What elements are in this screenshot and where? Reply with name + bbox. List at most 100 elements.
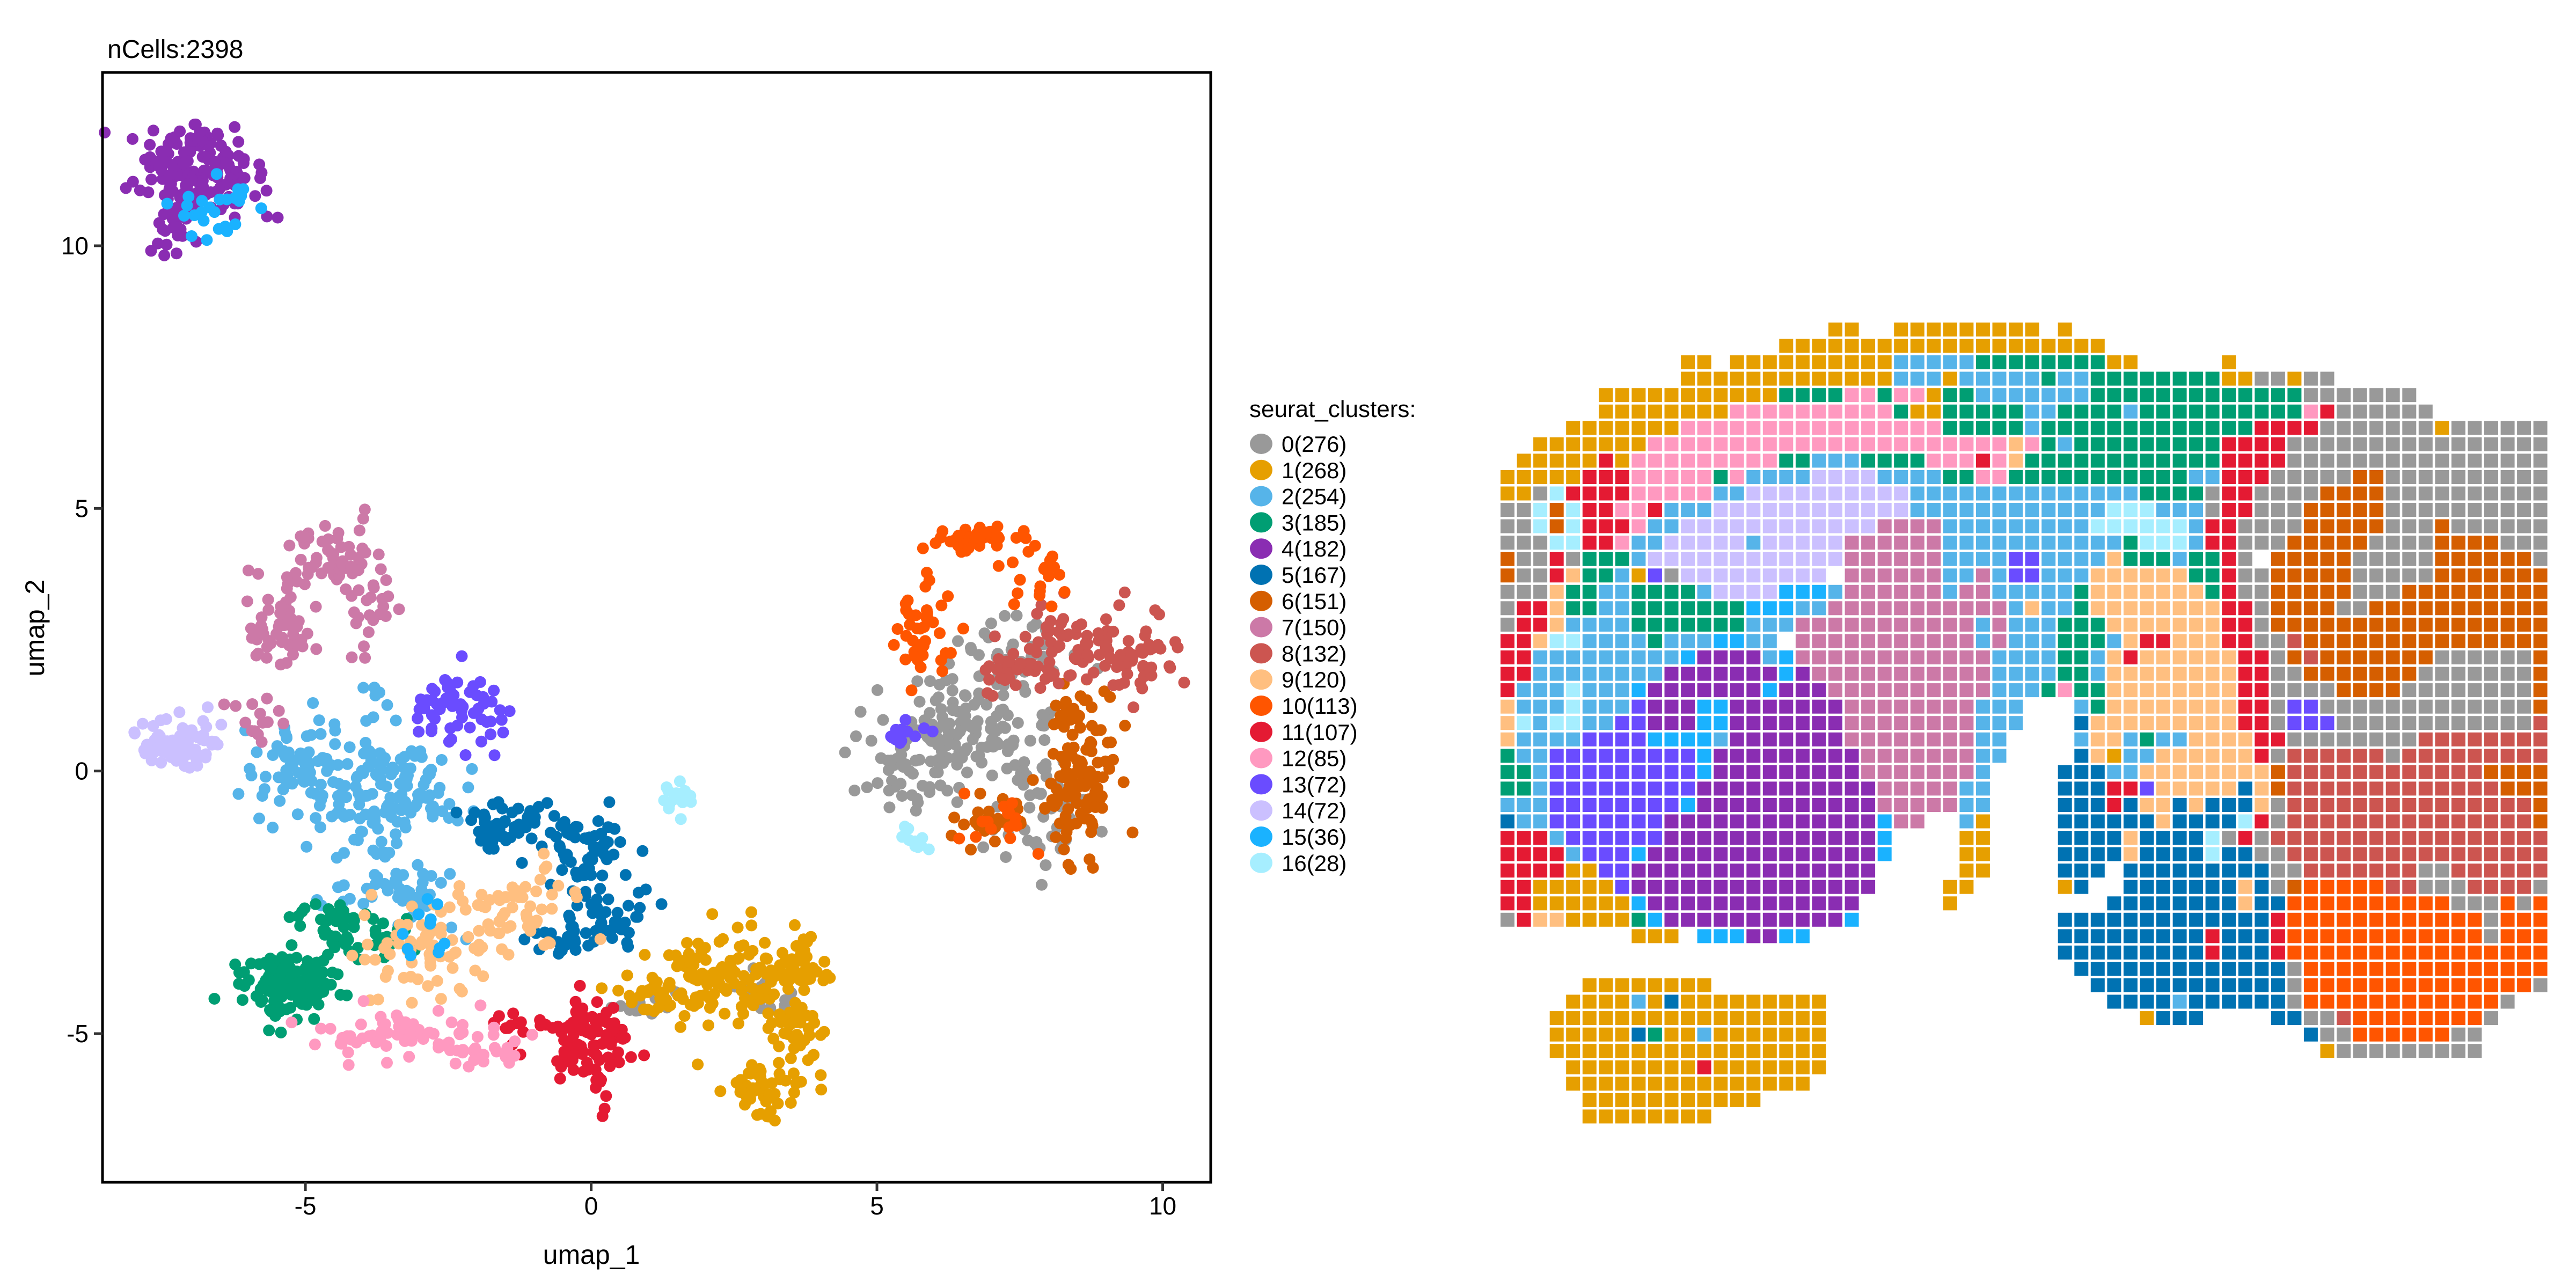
spot-cluster-0 — [1664, 568, 1679, 583]
point-cluster-2 — [375, 778, 387, 791]
spot-cluster-4 — [1746, 847, 1761, 861]
spot-cluster-10 — [2303, 912, 2318, 927]
point-cluster-1 — [798, 984, 810, 996]
point-cluster-6 — [1107, 753, 1119, 766]
spot-cluster-3 — [2189, 568, 2204, 583]
point-cluster-5 — [586, 852, 598, 864]
spot-cluster-11 — [2271, 437, 2285, 451]
point-cluster-2 — [411, 799, 422, 810]
spot-cluster-1 — [1943, 371, 1957, 386]
spot-cluster-3 — [1599, 552, 1613, 566]
spot-cluster-7 — [1959, 765, 1974, 779]
point-cluster-12 — [375, 1026, 387, 1038]
spot-cluster-1 — [1549, 1027, 1564, 1042]
spot-cluster-3 — [2140, 404, 2154, 419]
spot-cluster-2 — [2074, 486, 2089, 501]
spot-cluster-1 — [1927, 388, 1941, 402]
spot-cluster-5 — [2189, 847, 2204, 861]
point-cluster-4 — [272, 211, 284, 224]
point-cluster-5 — [559, 853, 572, 865]
spot-cluster-6 — [2369, 667, 2384, 681]
spot-cluster-8 — [2500, 814, 2515, 829]
point-cluster-7 — [281, 657, 293, 669]
point-cluster-4 — [145, 245, 157, 257]
point-cluster-9 — [435, 921, 447, 934]
spot-cluster-9 — [2205, 601, 2220, 616]
spot-cluster-2 — [1599, 699, 1613, 714]
spot-cluster-7 — [1894, 716, 1908, 730]
spot-cluster-13 — [1582, 781, 1597, 796]
spot-cluster-6 — [2320, 503, 2334, 517]
spot-cluster-15 — [1877, 814, 1892, 829]
spot-cluster-4 — [1762, 798, 1777, 812]
spot-cluster-0 — [2385, 716, 2400, 730]
point-cluster-9 — [406, 997, 418, 1009]
spot-cluster-6 — [2451, 536, 2465, 550]
spot-cluster-7 — [1927, 667, 1941, 681]
point-cluster-13 — [413, 703, 426, 715]
spot-cluster-5 — [2222, 847, 2236, 861]
spot-cluster-2 — [1927, 470, 1941, 484]
spot-cluster-9 — [2107, 667, 2121, 681]
spot-cluster-6 — [1501, 552, 1514, 566]
point-cluster-6 — [1117, 776, 1130, 788]
spot-cluster-11 — [1517, 617, 1531, 632]
spot-cluster-1 — [1615, 437, 1629, 451]
spot-cluster-11 — [2205, 945, 2220, 960]
spot-cluster-8 — [2451, 749, 2465, 763]
spot-cluster-9 — [2205, 732, 2220, 747]
legend-key-5 — [1250, 565, 1272, 585]
spot-cluster-5 — [2123, 962, 2138, 976]
spot-cluster-14 — [1828, 503, 1842, 517]
spot-cluster-10 — [2418, 912, 2433, 927]
point-cluster-1 — [794, 974, 806, 986]
spot-cluster-3 — [1943, 470, 1957, 484]
spot-cluster-0 — [2287, 503, 2302, 517]
spot-cluster-2 — [1943, 519, 1957, 533]
spot-cluster-13 — [1582, 847, 1597, 861]
spot-cluster-14 — [1795, 519, 1810, 533]
legend-label-6: 6(151) — [1282, 589, 1346, 614]
point-cluster-3 — [315, 913, 327, 926]
spot-cluster-2 — [1959, 781, 1974, 796]
spot-cluster-3 — [1943, 421, 1957, 435]
spot-cluster-10 — [2287, 945, 2302, 960]
spot-cluster-13 — [1681, 781, 1695, 796]
spot-cluster-11 — [2255, 732, 2269, 747]
point-cluster-7 — [257, 628, 269, 640]
spot-cluster-8 — [2287, 781, 2302, 796]
spot-cluster-6 — [2517, 634, 2531, 648]
spot-cluster-13 — [1549, 749, 1564, 763]
spot-cluster-5 — [2255, 863, 2269, 878]
point-cluster-2 — [367, 711, 379, 723]
spot-cluster-8 — [2402, 863, 2417, 878]
spot-cluster-0 — [2303, 388, 2318, 402]
spot-cluster-14 — [1828, 519, 1842, 533]
point-cluster-3 — [294, 977, 306, 989]
spot-cluster-0 — [2255, 617, 2269, 632]
spot-cluster-2 — [1894, 470, 1908, 484]
point-cluster-10 — [909, 650, 921, 663]
spot-cluster-13 — [1582, 732, 1597, 747]
point-cluster-4 — [155, 145, 167, 158]
point-cluster-7 — [265, 637, 277, 649]
point-cluster-7 — [277, 718, 290, 730]
spot-cluster-0 — [2369, 536, 2384, 550]
spot-cluster-12 — [1943, 453, 1957, 468]
spot-cluster-4 — [1714, 765, 1728, 779]
spot-cluster-3 — [2140, 437, 2154, 451]
spot-cluster-2 — [1615, 584, 1629, 599]
spot-cluster-0 — [2385, 732, 2400, 747]
spot-cluster-1 — [1877, 339, 1892, 353]
spot-cluster-11 — [2287, 421, 2302, 435]
spot-cluster-2 — [2123, 486, 2138, 501]
point-cluster-2 — [312, 755, 324, 767]
spot-cluster-2 — [1582, 667, 1597, 681]
point-cluster-5 — [450, 806, 463, 818]
spot-cluster-12 — [1845, 437, 1859, 451]
point-cluster-7 — [248, 725, 261, 737]
spot-cluster-9 — [2156, 601, 2170, 616]
spot-cluster-2 — [1533, 765, 1548, 779]
spot-cluster-4 — [1730, 667, 1744, 681]
point-cluster-7 — [257, 716, 269, 729]
